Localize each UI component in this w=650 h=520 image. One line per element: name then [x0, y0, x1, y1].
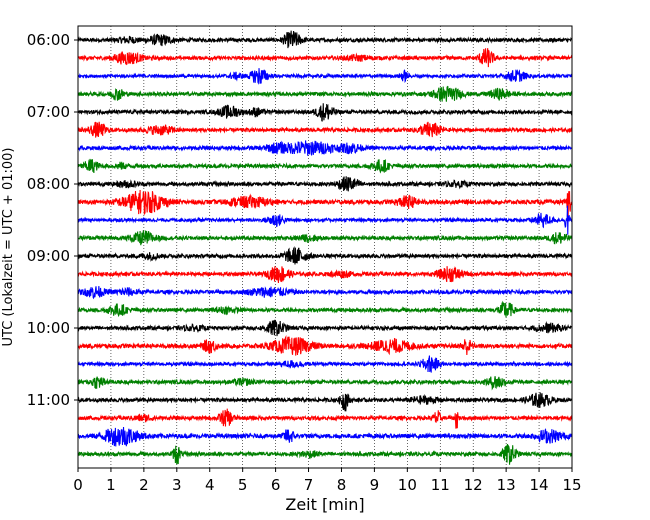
x-tick-label: 8	[337, 476, 347, 494]
trace-line	[77, 266, 573, 284]
trace-line	[77, 30, 573, 49]
trace-line	[77, 230, 573, 246]
x-tick-label: 11	[431, 476, 450, 494]
x-tick-label: 13	[497, 476, 516, 494]
trace-line	[77, 121, 573, 138]
trace-line	[77, 48, 573, 68]
x-tick-label: 6	[271, 476, 281, 494]
x-tick-label: 2	[139, 476, 149, 494]
y-axis: 06:00 07:00 08:00 09:00 10:00 11:00	[27, 31, 78, 409]
y-tick-label: 08:00	[27, 175, 70, 193]
trace-line	[77, 205, 573, 235]
trace-line	[77, 376, 573, 391]
trace-line	[77, 103, 573, 122]
y-tick-label: 06:00	[27, 31, 70, 49]
x-tick-label: 15	[562, 476, 581, 494]
trace-line	[77, 68, 573, 85]
y-axis-label: UTC (Lokalzeit = UTC + 01:00)	[1, 148, 16, 347]
x-tick-label: 5	[238, 476, 248, 494]
y-tick-label: 07:00	[27, 103, 70, 121]
trace-line	[77, 319, 573, 337]
trace-line	[77, 392, 573, 412]
trace-line	[77, 246, 573, 265]
trace-line	[77, 355, 573, 373]
seismogram-traces	[77, 30, 573, 465]
trace-line	[77, 408, 573, 429]
x-axis-label: Zeit [min]	[285, 495, 364, 514]
trace-line	[77, 335, 573, 356]
x-axis: 0 1 2 3 4 5 6 7 8 9 10 11 12 13 14 15	[73, 468, 582, 494]
trace-line	[77, 85, 573, 102]
x-tick-label: 10	[398, 476, 417, 494]
trace-line	[77, 158, 573, 174]
plot-frame	[77, 25, 573, 469]
trace-line	[77, 286, 573, 300]
x-tick-label: 12	[464, 476, 483, 494]
trace-line	[77, 190, 573, 219]
x-tick-label: 4	[205, 476, 215, 494]
trace-line	[77, 443, 573, 465]
trace-line	[77, 427, 573, 447]
y-tick-label: 11:00	[27, 391, 70, 409]
trace-line	[77, 140, 573, 156]
y-tick-label: 10:00	[27, 319, 70, 337]
x-tick-label: 1	[106, 476, 116, 494]
x-tick-label: 7	[304, 476, 314, 494]
x-tick-label: 0	[73, 476, 83, 494]
x-tick-label: 14	[530, 476, 549, 494]
x-tick-label: 3	[172, 476, 182, 494]
trace-line	[77, 176, 573, 192]
y-tick-label: 09:00	[27, 247, 70, 265]
trace-line	[77, 300, 573, 318]
x-tick-label: 9	[370, 476, 380, 494]
